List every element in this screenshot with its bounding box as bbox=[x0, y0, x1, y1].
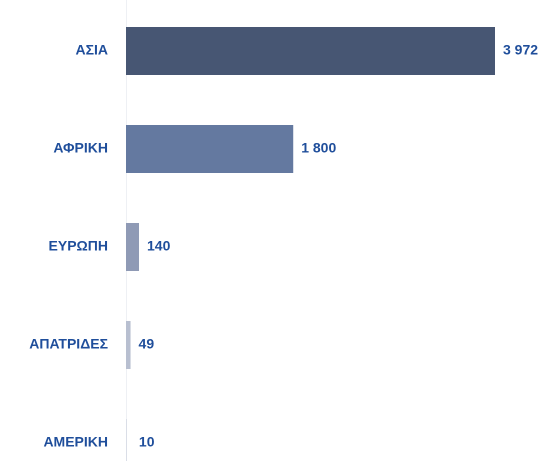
y-tick-label: ΑΠΑΤΡΙΔΕΣ bbox=[29, 336, 108, 352]
data-label: 49 bbox=[139, 336, 155, 352]
bar bbox=[126, 223, 140, 271]
bar bbox=[126, 321, 131, 369]
bar bbox=[126, 419, 127, 461]
y-tick-label: ΑΦΡΙΚΗ bbox=[53, 140, 108, 156]
bar bbox=[126, 27, 495, 75]
bar bbox=[126, 125, 294, 173]
y-tick-label: ΕΥΡΩΠΗ bbox=[49, 238, 108, 254]
y-tick-label: ΑΜΕΡΙΚΗ bbox=[43, 434, 108, 450]
data-label: 1 800 bbox=[301, 140, 336, 156]
data-label: 140 bbox=[147, 238, 171, 254]
y-tick-label: ΑΣΙΑ bbox=[75, 42, 108, 58]
data-label: 3 972 bbox=[503, 42, 538, 58]
data-label: 10 bbox=[139, 434, 155, 450]
